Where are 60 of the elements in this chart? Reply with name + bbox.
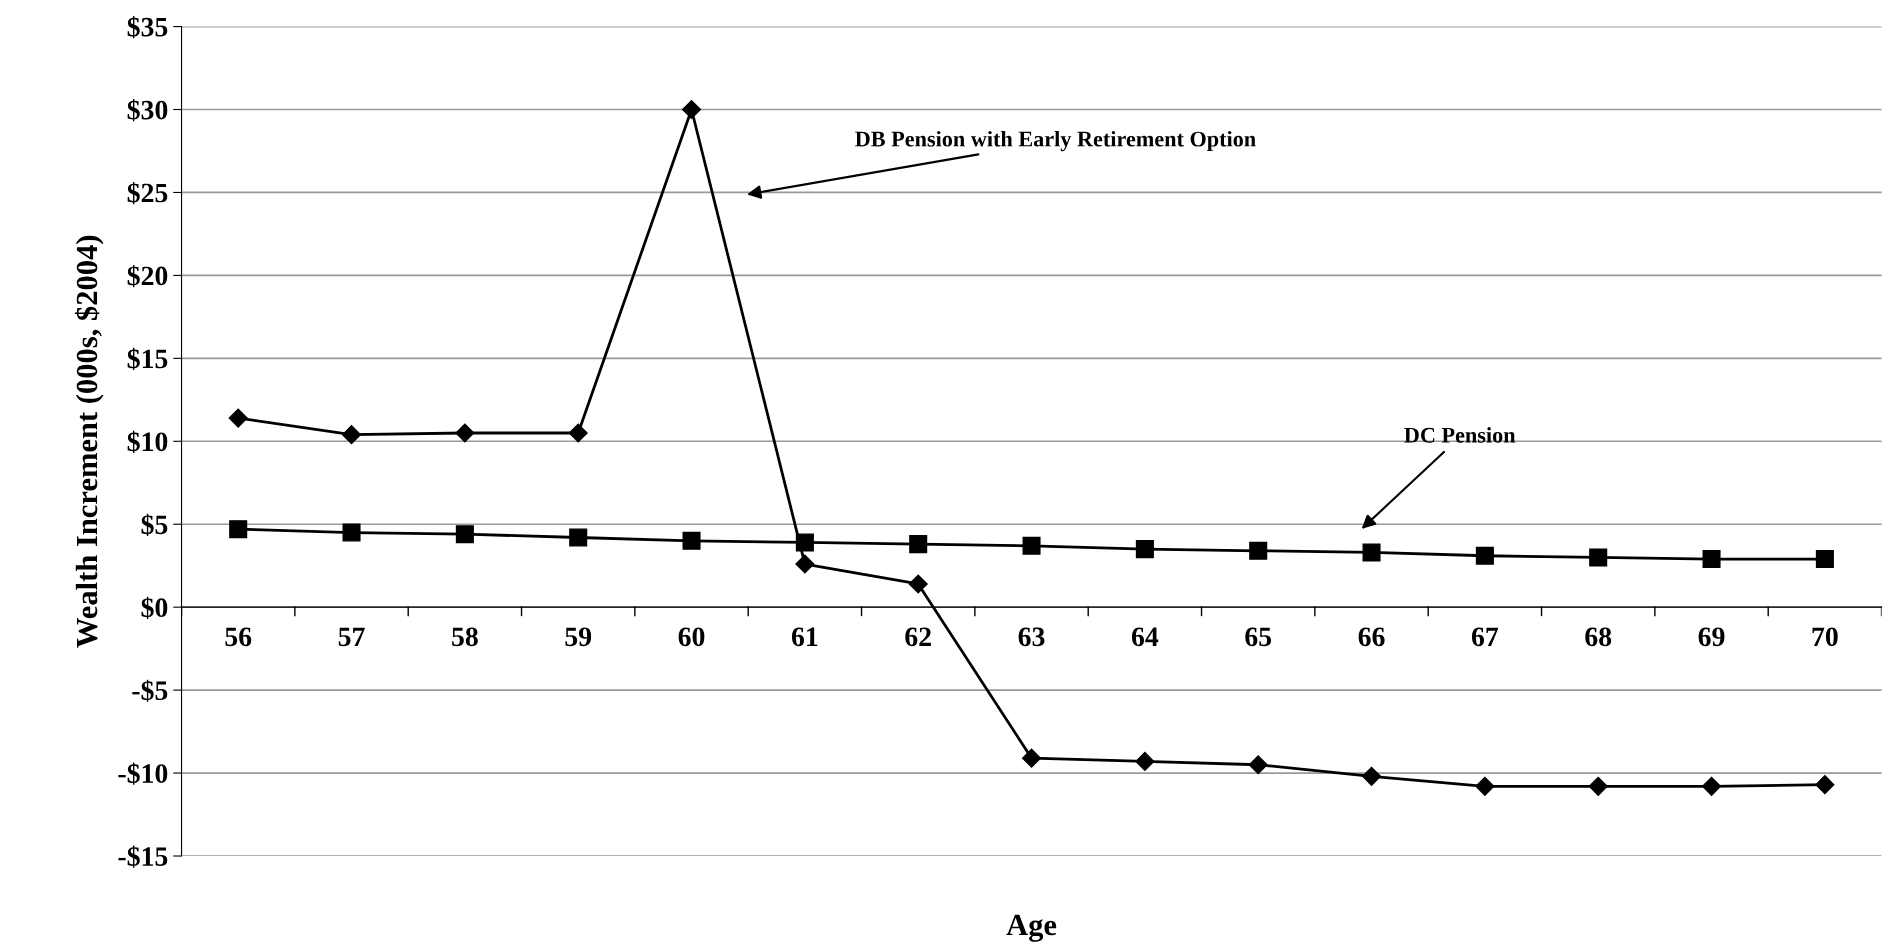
y-tick-label: $30 [127,99,168,122]
point [455,525,474,544]
x-axis-title: Age [1006,914,1057,942]
point [568,423,588,443]
point [228,408,248,428]
point [682,531,701,550]
y-tick-label: $5 [141,513,168,536]
annotation: DC Pension [1404,427,1516,443]
x-tick-label: 69 [1698,627,1725,647]
y-tick-label: $10 [127,430,168,454]
point [795,554,815,574]
point [1022,536,1041,555]
x-tick-label: 64 [1131,627,1159,647]
point [1249,541,1268,560]
x-tick-label: 58 [452,627,478,647]
x-tick-label: 68 [1585,627,1612,647]
x-tick-label: 63 [1018,627,1045,647]
x-tick-label: 67 [1471,627,1499,647]
point [1248,755,1268,775]
point [455,423,475,443]
point [1815,550,1834,569]
point [908,574,928,594]
x-tick-label: 61 [791,627,818,647]
y-tick-label: $0 [141,596,168,619]
x-tick-label: 65 [1245,627,1272,647]
x-tick-label: 62 [905,627,931,647]
point [682,99,702,120]
point [1362,543,1381,562]
point [1475,546,1494,565]
x-tick-label: 56 [225,627,252,647]
point [909,535,928,554]
point [1702,550,1721,569]
y-tick-label: -$10 [118,762,168,785]
point [1588,776,1608,796]
point [1702,776,1722,796]
x-tick-label: 66 [1358,627,1385,647]
y-tick-label: $15 [127,347,168,371]
y-tick-label: $20 [127,264,168,288]
y-tick-label: $35 [127,16,168,39]
y-tick-label: $25 [127,181,168,205]
annotation: DB Pension with Early Retirement Option [855,130,1256,152]
point [1135,751,1155,771]
x-tick-label: 70 [1812,627,1838,647]
x-tick-label: 59 [565,627,592,647]
y-tick-label: -$5 [132,679,168,702]
x-tick-label: 60 [678,627,705,647]
point [342,425,362,445]
point [1815,775,1835,795]
point [229,520,248,539]
point [1362,766,1382,786]
point [569,528,588,547]
point [1475,776,1495,796]
point [1022,748,1042,768]
point [1589,548,1608,567]
point [342,523,361,542]
y-tick-label: -$15 [118,845,168,868]
y-axis-title: Wealth Increment (000s, $2004) [74,235,104,648]
point [795,533,814,552]
point [1135,540,1154,559]
x-tick-label: 57 [338,627,365,647]
